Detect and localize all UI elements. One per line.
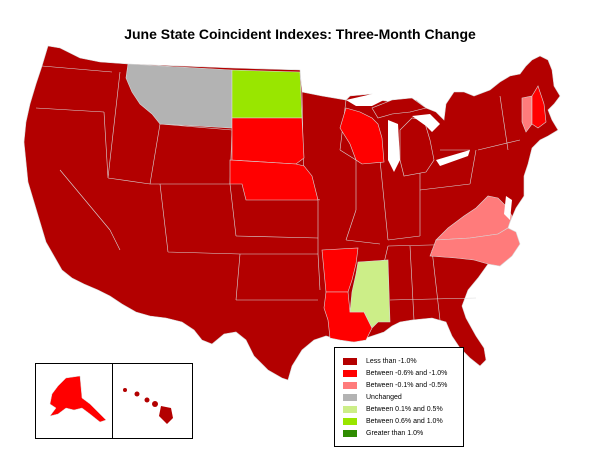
legend-swatch [343, 394, 357, 401]
map-title: June State Coincident Indexes: Three-Mon… [124, 26, 476, 42]
legend-item: Between 0.6% and 1.0% [343, 417, 443, 426]
legend-swatch [343, 430, 357, 437]
legend-label: Between -0.1% and -0.5% [366, 382, 448, 389]
legend-item: Unchanged [343, 393, 402, 402]
state-nebraska [229, 159, 319, 201]
legend-label: Unchanged [366, 394, 402, 401]
lake-michigan [388, 120, 400, 172]
state-north-carolina [429, 227, 521, 267]
legend-label: Between 0.1% and 0.5% [366, 406, 443, 413]
lake-erie [436, 150, 470, 166]
legend-label: Between 0.6% and 1.0% [366, 418, 443, 425]
chesapeake-bay [504, 196, 512, 220]
legend-item: Between 0.1% and 0.5% [343, 405, 443, 414]
legend-swatch [343, 370, 357, 377]
legend-label: Greater than 1.0% [366, 430, 424, 437]
legend-label: Between -0.6% and -1.0% [366, 370, 448, 377]
legend-swatch [343, 358, 357, 365]
state-mississippi [349, 259, 391, 329]
legend-swatch [343, 382, 357, 389]
alaska-inset [35, 363, 114, 439]
legend-item: Between -0.6% and -1.0% [343, 369, 447, 378]
legend-label: Less than -1.0% [366, 358, 417, 365]
state-vermont [521, 95, 533, 133]
legend-item: Greater than 1.0% [343, 429, 423, 438]
state-alaska [49, 375, 107, 423]
state-south-dakota [231, 117, 305, 165]
alaska-map [49, 375, 107, 423]
lake-huron [412, 114, 440, 132]
state-new-hampshire [531, 85, 547, 129]
legend-swatch [343, 406, 357, 413]
state-hawaii [123, 388, 173, 424]
state-wisconsin [339, 107, 385, 165]
legend-item: Between -0.1% and -0.5% [343, 381, 447, 390]
state-louisiana [323, 291, 373, 343]
hawaii-inset [112, 363, 193, 439]
hawaii-map [123, 388, 173, 424]
lake-superior [346, 94, 392, 106]
legend-item: Less than -1.0% [343, 357, 417, 366]
legend: Less than -1.0% Between -0.6% and -1.0% … [334, 347, 464, 447]
state-north-dakota [231, 69, 303, 119]
legend-swatch [343, 418, 357, 425]
